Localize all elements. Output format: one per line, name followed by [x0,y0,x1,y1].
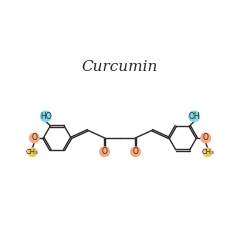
Circle shape [100,147,109,156]
Circle shape [201,133,210,143]
Text: O: O [102,147,108,156]
Text: O: O [203,133,209,142]
Text: HO: HO [40,112,52,121]
Circle shape [131,147,140,156]
Text: CH₃: CH₃ [201,149,214,155]
Text: O: O [132,147,138,156]
Circle shape [203,148,212,156]
Circle shape [41,111,51,122]
Circle shape [30,133,39,143]
Text: O: O [31,133,37,142]
Text: CH₃: CH₃ [26,149,39,155]
Circle shape [189,111,199,122]
Circle shape [28,148,37,156]
Text: OH: OH [188,112,200,121]
Text: Curcumin: Curcumin [82,60,158,74]
